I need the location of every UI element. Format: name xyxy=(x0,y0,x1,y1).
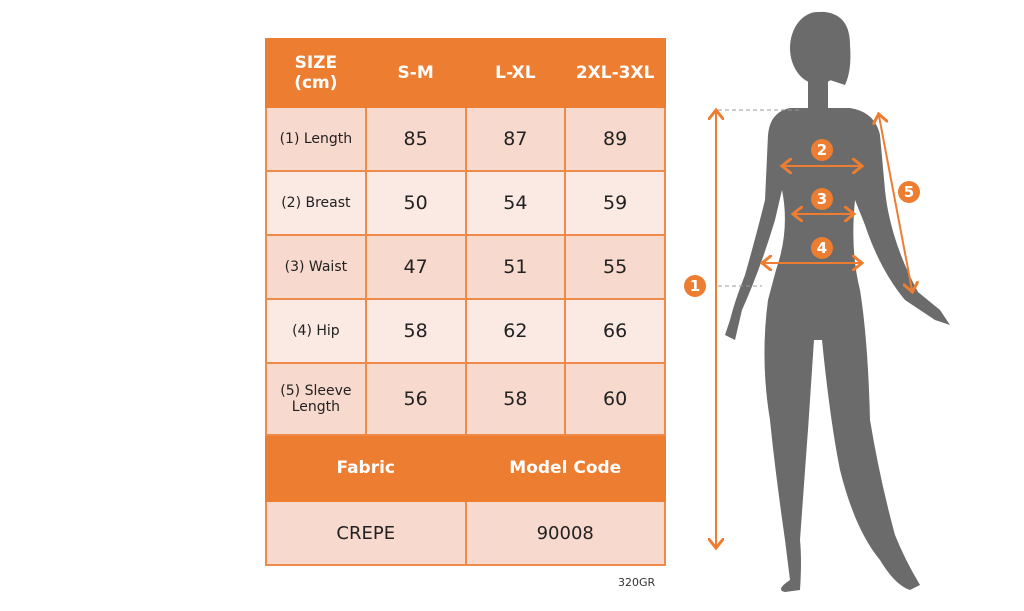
cell: 58 xyxy=(464,362,567,436)
table-row: (3) Waist 47 51 55 xyxy=(265,234,666,300)
row-label: (2) Breast xyxy=(265,170,367,236)
cell: 55 xyxy=(564,234,666,300)
marker-5: 5 xyxy=(898,181,920,203)
fabric-header-row: Fabric Model Code xyxy=(265,434,666,502)
header-size: SIZE (cm) xyxy=(265,38,367,108)
header-s-m: S-M xyxy=(364,38,467,108)
cell: 50 xyxy=(364,170,467,236)
guide-lines xyxy=(718,109,800,287)
woman-silhouette xyxy=(725,11,950,592)
header-2xl-3xl: 2XL-3XL xyxy=(564,38,666,108)
product-code: 320GR xyxy=(618,576,656,589)
svg-text:3: 3 xyxy=(817,190,827,208)
cell: 89 xyxy=(564,106,666,172)
marker-2: 2 xyxy=(811,139,833,161)
cell: 51 xyxy=(464,234,567,300)
header-l-xl: L-XL xyxy=(464,38,567,108)
table-row: (1) Length 85 87 89 xyxy=(265,106,666,172)
row-label: (4) Hip xyxy=(265,298,367,364)
fabric-label: Fabric xyxy=(265,434,467,502)
sleeve-arrow xyxy=(879,116,912,290)
cell: 59 xyxy=(564,170,666,236)
model-code-value: 90008 xyxy=(464,500,666,566)
marker-3: 3 xyxy=(811,188,833,210)
cell: 87 xyxy=(464,106,567,172)
row-label: (3) Waist xyxy=(265,234,367,300)
cell: 85 xyxy=(364,106,467,172)
cell: 60 xyxy=(564,362,666,436)
fabric-value: CREPE xyxy=(265,500,467,566)
svg-text:4: 4 xyxy=(817,239,827,257)
fabric-value-row: CREPE 90008 xyxy=(265,500,666,566)
svg-text:2: 2 xyxy=(817,141,827,159)
row-label: (5) Sleeve Length xyxy=(265,362,367,436)
cell: 54 xyxy=(464,170,567,236)
cell: 56 xyxy=(364,362,467,436)
table-row: (2) Breast 50 54 59 xyxy=(265,170,666,236)
svg-text:5: 5 xyxy=(904,183,914,201)
row-label: (1) Length xyxy=(265,106,367,172)
measure-arrows xyxy=(716,112,912,546)
cell: 66 xyxy=(564,298,666,364)
cell: 47 xyxy=(364,234,467,300)
cell: 58 xyxy=(364,298,467,364)
size-table: SIZE (cm) S-M L-XL 2XL-3XL (1) Length 85… xyxy=(265,38,666,566)
marker-4: 4 xyxy=(811,237,833,259)
marker-1: 1 xyxy=(684,275,706,297)
svg-text:1: 1 xyxy=(690,277,700,295)
header-row: SIZE (cm) S-M L-XL 2XL-3XL xyxy=(265,38,666,108)
model-code-label: Model Code xyxy=(464,434,666,502)
table-row: (4) Hip 58 62 66 xyxy=(265,298,666,364)
cell: 62 xyxy=(464,298,567,364)
table-row: (5) Sleeve Length 56 58 60 xyxy=(265,362,666,436)
